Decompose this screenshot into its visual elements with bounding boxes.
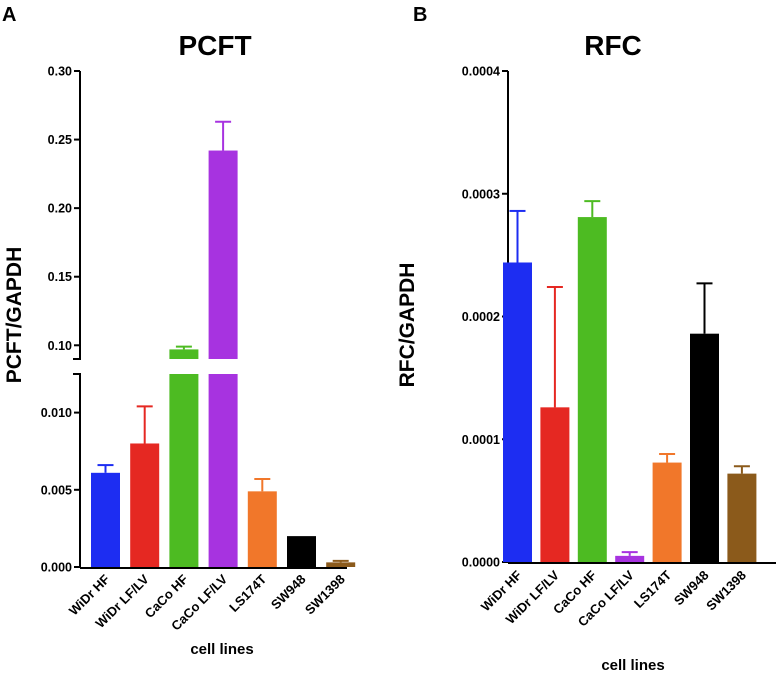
rfc-bar bbox=[615, 555, 645, 562]
rfc-category-label: LS174T bbox=[631, 567, 674, 610]
rfc-tick-label: 0.0001 bbox=[462, 433, 500, 447]
rfc-bar bbox=[540, 407, 570, 562]
pcft-bar bbox=[326, 562, 356, 567]
pcft-x-axis-label: cell lines bbox=[190, 641, 253, 658]
pcft-chart-title: PCFT bbox=[178, 30, 251, 61]
pcft-y-axis-label: PCFT/GAPDH bbox=[3, 247, 26, 384]
pcft-bar-upper-segment bbox=[208, 150, 238, 359]
rfc-tick-label: 0.0004 bbox=[462, 65, 500, 79]
rfc-bar bbox=[577, 217, 607, 562]
rfc-tick-label: 0.0000 bbox=[462, 556, 500, 570]
pcft-upper-tick-label: 0.30 bbox=[48, 65, 72, 79]
rfc-chart-title: RFC bbox=[584, 30, 642, 61]
panel-b-letter: B bbox=[413, 4, 427, 26]
pcft-upper-tick-label: 0.25 bbox=[48, 133, 72, 147]
pcft-bar bbox=[130, 443, 160, 567]
rfc-bar bbox=[503, 262, 532, 562]
pcft-bar-upper-segment bbox=[169, 349, 199, 359]
pcft-bar bbox=[247, 491, 277, 567]
rfc-tick-label: 0.0002 bbox=[462, 310, 500, 324]
pcft-bar bbox=[91, 472, 120, 567]
pcft-bar-lower-segment bbox=[208, 374, 238, 567]
rfc-bar bbox=[727, 473, 757, 562]
panel-a-letter: A bbox=[2, 4, 16, 26]
pcft-category-label: LS174T bbox=[226, 571, 269, 614]
pcft-bar-lower-segment bbox=[169, 374, 199, 567]
pcft-category-label: SW1398 bbox=[302, 572, 348, 618]
pcft-upper-tick-label: 0.15 bbox=[48, 270, 72, 284]
rfc-x-axis-label: cell lines bbox=[601, 657, 664, 674]
rfc-category-label: SW1398 bbox=[703, 568, 749, 614]
pcft-lower-tick-label: 0.005 bbox=[41, 483, 72, 497]
pcft-chart: 0.0000.0050.0100.100.150.200.250.30WiDr … bbox=[41, 65, 356, 634]
pcft-upper-tick-label: 0.20 bbox=[48, 202, 72, 216]
pcft-lower-tick-label: 0.000 bbox=[41, 561, 72, 575]
pcft-upper-tick-label: 0.10 bbox=[48, 339, 72, 353]
rfc-bar bbox=[652, 462, 682, 562]
rfc-tick-label: 0.0003 bbox=[462, 187, 500, 201]
pcft-lower-tick-label: 0.010 bbox=[41, 406, 72, 420]
rfc-bar bbox=[690, 333, 719, 562]
rfc-y-axis-label: RFC/GAPDH bbox=[396, 263, 419, 388]
pcft-bar bbox=[287, 536, 316, 567]
